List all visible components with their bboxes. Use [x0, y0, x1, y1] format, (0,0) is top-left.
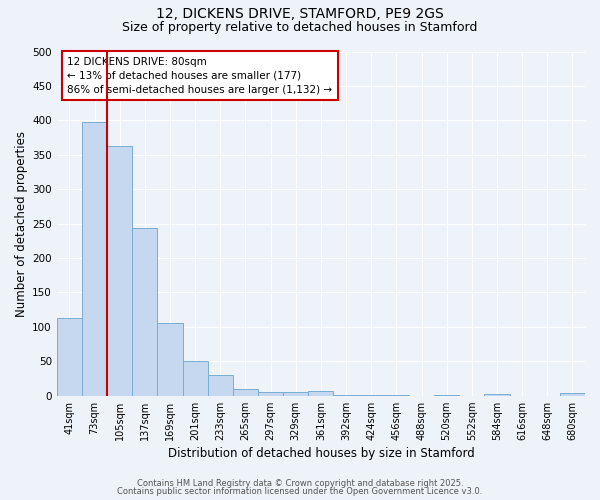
Bar [57, 318, 82, 396]
X-axis label: Distribution of detached houses by size in Stamford: Distribution of detached houses by size … [167, 447, 474, 460]
Bar [484, 394, 509, 396]
Bar [434, 395, 459, 396]
Bar [384, 395, 409, 396]
Bar [233, 390, 258, 396]
Text: Contains HM Land Registry data © Crown copyright and database right 2025.: Contains HM Land Registry data © Crown c… [137, 478, 463, 488]
Text: Contains public sector information licensed under the Open Government Licence v3: Contains public sector information licen… [118, 487, 482, 496]
Y-axis label: Number of detached properties: Number of detached properties [15, 130, 28, 316]
Bar [208, 375, 233, 396]
Bar [308, 391, 334, 396]
Bar [182, 362, 208, 396]
Bar [283, 392, 308, 396]
Text: Size of property relative to detached houses in Stamford: Size of property relative to detached ho… [122, 21, 478, 34]
Bar [334, 395, 359, 396]
Text: 12 DICKENS DRIVE: 80sqm
← 13% of detached houses are smaller (177)
86% of semi-d: 12 DICKENS DRIVE: 80sqm ← 13% of detache… [67, 56, 332, 94]
Text: 12, DICKENS DRIVE, STAMFORD, PE9 2GS: 12, DICKENS DRIVE, STAMFORD, PE9 2GS [156, 8, 444, 22]
Bar [359, 395, 384, 396]
Bar [560, 393, 585, 396]
Bar [82, 122, 107, 396]
Bar [132, 228, 157, 396]
Bar [258, 392, 283, 396]
Bar [107, 146, 132, 396]
Bar [157, 324, 182, 396]
